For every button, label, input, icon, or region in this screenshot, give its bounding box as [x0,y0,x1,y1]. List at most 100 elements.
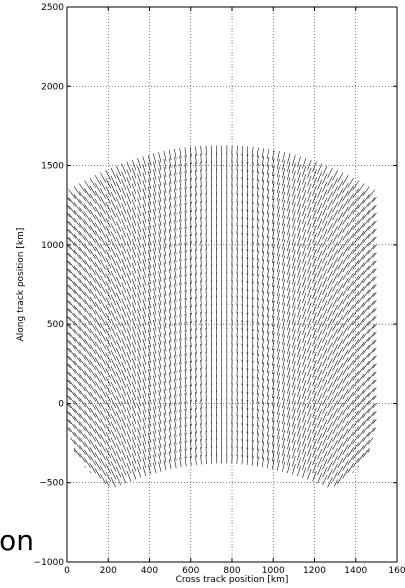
scan-pixel [131,286,137,298]
scan-pixel [153,446,157,458]
scan-pixel [317,472,323,484]
scan-pixel [174,156,177,167]
scan-pixel [292,416,296,427]
scan-pixel [189,440,192,450]
scan-pixel [372,422,377,432]
scan-pixel [332,360,338,371]
scan-pixel [352,188,360,199]
scan-pixel [116,244,122,256]
scan-pixel [246,288,249,299]
scan-pixel [94,214,101,225]
scan-pixel [153,201,157,212]
scan-pixel [266,378,270,389]
scan-pixel [256,179,259,189]
scan-pixel [332,392,338,403]
scan-pixel [73,376,81,387]
scan-pixel [362,273,370,284]
scan-pixel [307,373,312,385]
scan-pixel [322,316,328,327]
scan-pixel [277,269,280,281]
scan-pixel [174,299,177,310]
scan-pixel [79,413,86,424]
scan-pixel [158,152,162,163]
scan-pixel [302,213,307,225]
scan-pixel [67,343,71,353]
scan-pixel [195,384,197,394]
scan-pixel [131,278,137,290]
scan-pixel [347,233,354,244]
scan-pixel [163,254,167,265]
scan-pixel [205,153,207,163]
scan-pixel [184,147,187,158]
scan-pixel [236,248,238,258]
scan-pixel [317,385,323,397]
scan-pixel [174,355,177,366]
scan-pixel [282,175,286,187]
scan-pixel [347,257,354,268]
scan-pixel [110,183,117,195]
scan-pixel [147,384,152,396]
scan-pixel [163,396,167,408]
scan-pixel [266,172,270,183]
scan-pixel [337,315,344,326]
scan-pixel [256,155,259,166]
scan-pixel [271,173,275,184]
scan-pixel [142,306,147,318]
scan-pixel [302,451,307,462]
scan-pixel [277,372,280,384]
scan-pixel [126,328,132,339]
scan-pixel [302,356,307,367]
scan-pixel [200,439,202,449]
scan-pixel [327,278,333,290]
scan-pixel [110,302,117,314]
scan-pixel [277,222,280,233]
scan-pixel [189,392,192,403]
scan-pixel [312,470,317,482]
scan-pixel [68,324,76,334]
scan-pixel [158,278,162,290]
scan-pixel [261,378,264,389]
scan-pixel [241,240,243,251]
scan-pixel [195,225,197,236]
scan-pixel [347,264,354,275]
scan-pixel [158,413,162,425]
scan-pixel [266,180,270,191]
scan-pixel [100,243,107,255]
scan-pixel [147,440,152,451]
scan-pixel [174,378,177,389]
x-tick-label: 400 [141,566,158,576]
scan-pixel [261,243,264,254]
scan-pixel [68,459,76,469]
scan-pixel [67,335,71,345]
scan-pixel [342,294,349,305]
scan-pixel [236,438,238,449]
scan-pixel [327,413,333,425]
scan-pixel [137,189,142,201]
scan-pixel [347,241,354,252]
scan-pixel [297,235,301,247]
scan-pixel [236,446,238,457]
scan-pixel [236,367,238,377]
scan-pixel [357,310,365,320]
scan-pixel [246,415,249,426]
scan-pixel [94,317,101,328]
scan-pixel [297,219,301,231]
scan-pixel [94,373,101,384]
scan-pixel [282,278,286,290]
scan-pixel [126,225,132,236]
scan-pixel [105,281,112,292]
scan-pixel [205,399,207,409]
scan-pixel [317,242,323,254]
scan-pixel [342,452,349,463]
scan-pixel [287,383,291,394]
scan-pixel [189,368,192,379]
scan-pixel [256,202,259,213]
scan-pixel [246,185,249,196]
scan-pixel [337,346,344,358]
scan-pixel [236,232,238,243]
scan-pixel [292,257,296,269]
scan-pixel [153,430,157,442]
scan-pixel [147,313,152,324]
scan-pixel [292,242,296,253]
scan-pixel [158,215,162,226]
